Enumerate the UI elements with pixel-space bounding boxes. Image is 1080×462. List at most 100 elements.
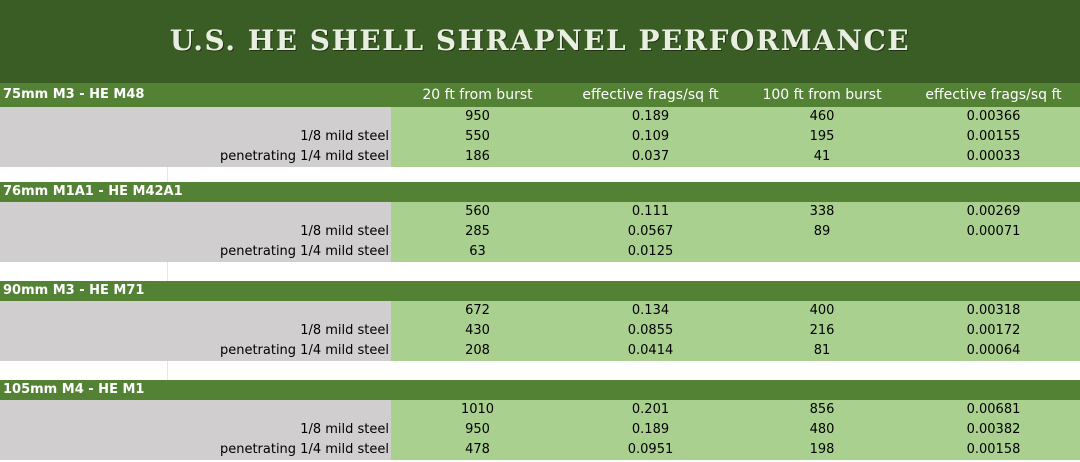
row-cells: 672 0.134 400 0.00318: [391, 301, 1080, 321]
row-cells: 950 0.189 460 0.00366: [391, 107, 1080, 127]
cell-value: 63: [469, 244, 486, 259]
row-cells: 63 0.0125: [391, 242, 1080, 262]
cell-value: 430: [465, 323, 490, 338]
cell-value: 1010: [460, 402, 495, 417]
row-cells: 560 0.111 338 0.00269: [391, 202, 1080, 222]
table-row: penetrating 1/4 mild steel 208 0.0414 81 0.0…: [0, 341, 1080, 361]
cell-value: 0.201: [631, 402, 670, 417]
row-label: [0, 301, 391, 321]
row-cells: 208 0.0414 81 0.00064: [391, 341, 1080, 361]
cell-value: 41: [813, 149, 831, 164]
spacer-row: [0, 361, 1080, 380]
row-label: 1/8 mild steel: [0, 127, 391, 147]
cell-value: 89: [813, 224, 831, 239]
column-header: 100 ft from burst: [762, 87, 882, 103]
table-row: 560 0.111 338 0.00269: [0, 202, 1080, 222]
row-label: penetrating 1/4 mild steel: [0, 242, 391, 262]
cell-value: 0.00064: [966, 343, 1021, 358]
cell-value: 550: [465, 129, 490, 144]
cell-value: 672: [465, 303, 490, 318]
row-cells: 550 0.109 195 0.00155: [391, 127, 1080, 147]
column-header: effective frags/sq ft: [925, 87, 1062, 103]
row-label: [0, 107, 391, 127]
row-cells: 478 0.0951 198 0.00158: [391, 440, 1080, 460]
cell-value: 0.00681: [966, 402, 1021, 417]
cell-value: 480: [809, 422, 835, 437]
row-label: 1/8 mild steel: [0, 321, 391, 341]
group-header-row: 90mm M3 - HE M71: [0, 281, 1080, 301]
table-row: penetrating 1/4 mild steel 186 0.037 41 0.00…: [0, 147, 1080, 167]
cell-value: 0.00155: [966, 129, 1021, 144]
cell-value: 856: [809, 402, 835, 417]
cell-value: 208: [465, 343, 490, 358]
cell-value: 950: [465, 109, 490, 124]
cell-value: 216: [809, 323, 835, 338]
row-label: penetrating 1/4 mild steel: [0, 341, 391, 361]
sheet-title: U.S. HE SHELL SHRAPNEL PERFORMANCE: [169, 24, 911, 57]
cell-value: 0.037: [631, 149, 670, 164]
cell-value: 0.189: [631, 109, 670, 124]
table-row: 950 0.189 460 0.00366: [0, 107, 1080, 127]
cell-value: 0.00318: [966, 303, 1021, 318]
cell-value: 195: [809, 129, 835, 144]
column-header: effective frags/sq ft: [582, 87, 719, 103]
cell-value: 950: [465, 422, 490, 437]
row-cells: 285 0.0567 89 0.00071: [391, 222, 1080, 242]
group-name: 90mm M3 - HE M71: [3, 283, 145, 298]
cell-value: 0.00269: [966, 204, 1021, 219]
table-row: 1/8 mild steel 950 0.189 480 0.00382: [0, 420, 1080, 440]
cell-value: 81: [813, 343, 831, 358]
cell-value: 0.111: [631, 204, 670, 219]
cell-value: 0.0125: [627, 244, 674, 259]
group-name: 75mm M3 - HE M48: [3, 87, 145, 102]
cell-value: 0.0855: [627, 323, 674, 338]
cell-value: 285: [465, 224, 490, 239]
cell-value: 0.00033: [966, 149, 1021, 164]
cell-value: 478: [465, 442, 490, 457]
table-row: penetrating 1/4 mild steel 478 0.0951 198 0.…: [0, 440, 1080, 460]
cell-value: 186: [465, 149, 490, 164]
cell-value: 400: [809, 303, 835, 318]
cell-value: 0.0414: [627, 343, 674, 358]
spacer-row: [0, 262, 1080, 281]
group-name: 105mm M4 - HE M1: [3, 382, 145, 397]
cell-value: 198: [809, 442, 835, 457]
gridline: [167, 262, 168, 281]
row-label: 1/8 mild steel: [0, 420, 391, 440]
cell-value: 560: [465, 204, 490, 219]
cell-value: 0.0951: [627, 442, 674, 457]
cell-value: 338: [809, 204, 835, 219]
gridline: [167, 361, 168, 380]
group-header-row: 76mm M1A1 - HE M42A1: [0, 182, 1080, 202]
row-cells: 1010 0.201 856 0.00681: [391, 400, 1080, 420]
group-header-row: 105mm M4 - HE M1: [0, 380, 1080, 400]
table-row: penetrating 1/4 mild steel 63 0.0125: [0, 242, 1080, 262]
column-header: 20 ft from burst: [422, 87, 533, 103]
cell-value: 0.00172: [966, 323, 1021, 338]
cell-value: 0.00366: [966, 109, 1021, 124]
table-row: 1/8 mild steel 430 0.0855 216 0.00172: [0, 321, 1080, 341]
row-label: [0, 202, 391, 222]
cell-value: 0.134: [631, 303, 670, 318]
table-row: 1/8 mild steel 285 0.0567 89 0.00071: [0, 222, 1080, 242]
cell-value: 0.189: [631, 422, 670, 437]
table-row: 1010 0.201 856 0.00681: [0, 400, 1080, 420]
row-label: [0, 400, 391, 420]
cell-value: 460: [809, 109, 835, 124]
row-label: 1/8 mild steel: [0, 222, 391, 242]
group-header-row: 75mm M3 - HE M48 20 ft from burst effectiv…: [0, 83, 1080, 107]
cell-value: 0.00158: [966, 442, 1021, 457]
cell-value: 0.109: [631, 129, 670, 144]
row-cells: 430 0.0855 216 0.00172: [391, 321, 1080, 341]
cell-value: 0.0567: [627, 224, 674, 239]
row-cells: 950 0.189 480 0.00382: [391, 420, 1080, 440]
spacer-row: [0, 167, 1080, 182]
gridline: [167, 167, 168, 182]
cell-value: 0.00071: [966, 224, 1021, 239]
table-row: 1/8 mild steel 550 0.109 195 0.00155: [0, 127, 1080, 147]
group-name: 76mm M1A1 - HE M42A1: [3, 184, 183, 199]
row-label: penetrating 1/4 mild steel: [0, 147, 391, 167]
title-bar: U.S. HE SHELL SHRAPNEL PERFORMANCE: [0, 0, 1080, 83]
row-label: penetrating 1/4 mild steel: [0, 440, 391, 460]
table-row: 672 0.134 400 0.00318: [0, 301, 1080, 321]
